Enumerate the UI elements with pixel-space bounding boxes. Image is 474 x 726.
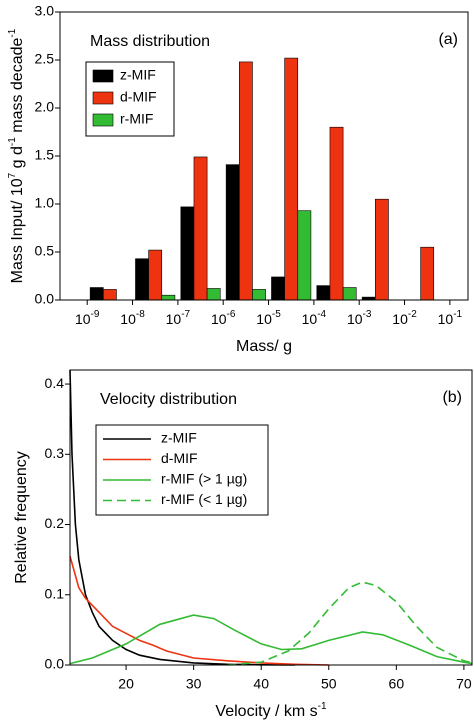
x-tick-label: 70 bbox=[456, 676, 472, 692]
panel-label: (a) bbox=[438, 31, 458, 48]
bar bbox=[148, 249, 163, 301]
bar bbox=[225, 164, 240, 301]
plot-frame bbox=[69, 369, 473, 666]
label-part: g d bbox=[9, 146, 26, 173]
bar bbox=[89, 287, 104, 301]
y-tick-label: 0.1 bbox=[45, 585, 65, 601]
line bbox=[227, 581, 473, 666]
chart-title: Velocity distribution bbox=[100, 391, 237, 408]
y-tick-label: 1.0 bbox=[35, 195, 55, 211]
bar bbox=[252, 289, 266, 301]
y-tick-label: 0.5 bbox=[35, 243, 55, 259]
label-superscript: -1 bbox=[7, 137, 18, 146]
bar bbox=[316, 285, 331, 301]
x-tick-label: 10-8 bbox=[120, 309, 145, 327]
y-tick-label: 0.0 bbox=[45, 656, 65, 672]
label-part: Relative frequency bbox=[13, 451, 30, 584]
bar bbox=[329, 126, 344, 301]
x-tick-label: 30 bbox=[186, 676, 202, 692]
plot-frame bbox=[59, 11, 469, 301]
legend-label: d-MIF bbox=[120, 89, 157, 105]
bar bbox=[206, 288, 221, 301]
y-axis-label: Relative frequency bbox=[13, 451, 30, 584]
x-tick-label: 10-4 bbox=[302, 309, 327, 327]
legend-label: r-MIF bbox=[120, 111, 153, 127]
label-superscript: -1 bbox=[318, 701, 327, 712]
line bbox=[69, 614, 473, 665]
bar bbox=[342, 287, 357, 301]
legend-label: d-MIF bbox=[161, 450, 198, 466]
legend-swatch bbox=[92, 69, 114, 83]
y-tick-label: 0.3 bbox=[45, 445, 65, 461]
bar bbox=[374, 198, 389, 301]
x-tick-label: 10-5 bbox=[256, 309, 281, 327]
x-tick-label: 60 bbox=[389, 676, 405, 692]
legend-swatch bbox=[92, 91, 114, 105]
bar bbox=[161, 294, 176, 301]
label-part: mass decade bbox=[9, 37, 26, 137]
legend-label: z-MIF bbox=[161, 430, 197, 446]
y-tick-label: 3.0 bbox=[35, 3, 55, 19]
x-tick-label: 50 bbox=[321, 676, 337, 692]
line bbox=[69, 369, 296, 666]
y-axis-label: Mass Input/ 107 g d-1 mass decade-1 bbox=[7, 28, 27, 283]
label-part: Velocity / km s bbox=[215, 703, 317, 720]
x-tick-label: 40 bbox=[253, 676, 269, 692]
legend-label: z-MIF bbox=[120, 67, 156, 83]
legend-swatch bbox=[92, 113, 114, 127]
bar bbox=[238, 61, 253, 301]
bar bbox=[135, 258, 149, 301]
bar bbox=[297, 210, 312, 301]
y-tick-label: 0.2 bbox=[45, 515, 65, 531]
label-superscript: 7 bbox=[7, 172, 18, 178]
bar bbox=[284, 57, 299, 301]
label-part: Mass Input/ 10 bbox=[9, 178, 26, 283]
bar bbox=[420, 246, 435, 301]
y-tick-label: 2.5 bbox=[35, 51, 55, 67]
label-superscript: -1 bbox=[7, 28, 18, 37]
bar bbox=[102, 289, 117, 301]
x-tick-label: 10-1 bbox=[438, 309, 463, 327]
x-axis-label: Velocity / km s-1 bbox=[215, 701, 327, 721]
panel-label: (b) bbox=[442, 389, 462, 406]
bar bbox=[180, 206, 195, 301]
x-tick-label: 20 bbox=[118, 676, 134, 692]
y-tick-label: 0.0 bbox=[35, 291, 55, 307]
y-tick-label: 2.0 bbox=[35, 99, 55, 115]
chart-title: Mass distribution bbox=[90, 33, 210, 50]
x-tick-label: 10-2 bbox=[392, 309, 417, 327]
x-tick-label: 10-6 bbox=[211, 309, 236, 327]
x-tick-label: 10-9 bbox=[75, 309, 100, 327]
x-tick-label: 10-7 bbox=[166, 309, 191, 327]
bar bbox=[271, 276, 285, 301]
legend-label: r-MIF (> 1 µg) bbox=[161, 471, 247, 487]
bar bbox=[193, 156, 208, 301]
y-tick-label: 1.5 bbox=[35, 147, 55, 163]
legend-label: r-MIF (< 1 µg) bbox=[161, 491, 247, 507]
x-axis-label: Mass/ g bbox=[236, 338, 292, 355]
line bbox=[69, 555, 329, 666]
y-tick-label: 0.4 bbox=[45, 375, 65, 391]
x-tick-label: 10-3 bbox=[347, 309, 372, 327]
